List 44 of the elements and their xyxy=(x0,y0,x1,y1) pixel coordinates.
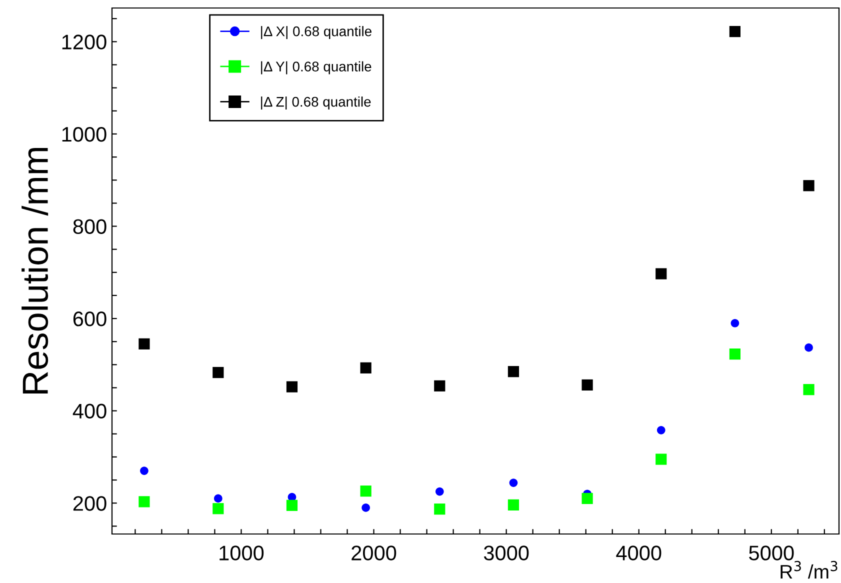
point xyxy=(434,380,446,392)
point xyxy=(508,366,520,378)
y-tick-label: 1000 xyxy=(62,126,106,142)
point xyxy=(729,26,741,38)
point xyxy=(286,381,298,392)
y-tick-label: 800 xyxy=(73,219,106,234)
point xyxy=(582,492,593,504)
x-tick-label: 5000 xyxy=(749,546,794,560)
point xyxy=(656,268,667,280)
point xyxy=(138,496,150,508)
y-tick-label: 600 xyxy=(73,312,106,326)
point xyxy=(360,486,372,497)
point xyxy=(803,180,814,192)
point xyxy=(656,426,666,434)
legend-label: |Δ Y| 0.68 quantile xyxy=(261,61,372,74)
point xyxy=(214,494,222,503)
point xyxy=(138,338,150,350)
y-axis-title: Resolution /mm xyxy=(22,148,48,394)
x-tick-label: 3000 xyxy=(484,546,529,560)
x-tick-label: 1000 xyxy=(220,546,264,560)
point xyxy=(434,504,446,515)
point xyxy=(140,466,148,475)
point xyxy=(435,487,444,496)
point xyxy=(509,478,518,487)
point xyxy=(360,362,372,374)
x-tick-label: 2000 xyxy=(352,546,396,560)
x-tick-label: 4000 xyxy=(616,546,662,560)
point xyxy=(582,379,593,391)
point xyxy=(508,499,520,510)
point xyxy=(804,343,813,352)
point xyxy=(730,318,740,328)
point xyxy=(212,366,224,378)
y-tick-label: 1200 xyxy=(62,34,106,50)
legend-label: |Δ Z| 0.68 quantile xyxy=(261,96,371,110)
point xyxy=(729,348,741,360)
y-tick-label: 200 xyxy=(73,496,106,511)
point xyxy=(212,503,224,514)
y-tick-label: 400 xyxy=(72,404,106,419)
point xyxy=(362,504,370,512)
point xyxy=(656,454,667,465)
legend-label: |Δ X| 0.68 quantile xyxy=(261,26,372,40)
point xyxy=(803,384,814,396)
x-axis-title: R$^{3}$ /m$^{3}$ xyxy=(780,560,838,579)
point xyxy=(286,500,298,511)
